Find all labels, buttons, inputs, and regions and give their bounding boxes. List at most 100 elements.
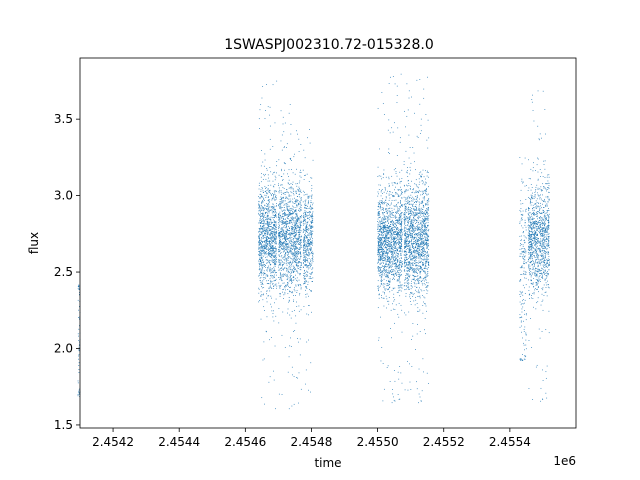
data-point	[397, 211, 398, 213]
data-point	[419, 255, 420, 257]
data-point	[263, 247, 265, 249]
data-point	[263, 262, 264, 264]
data-point	[282, 197, 284, 199]
data-point	[282, 202, 284, 204]
data-point	[278, 204, 280, 206]
data-point	[418, 228, 420, 230]
data-point	[388, 303, 390, 305]
data-point	[421, 252, 423, 254]
data-point	[388, 232, 390, 233]
data-point	[293, 271, 295, 273]
data-point	[258, 212, 260, 214]
data-point	[266, 301, 268, 303]
data-point	[266, 203, 268, 204]
data-point	[400, 200, 401, 201]
data-point	[395, 234, 397, 235]
data-point	[395, 186, 396, 188]
data-point	[274, 220, 275, 222]
data-point	[263, 244, 265, 246]
data-point	[286, 269, 288, 271]
data-point	[391, 241, 393, 243]
data-point	[388, 270, 390, 272]
data-point	[264, 186, 266, 187]
data-point	[298, 252, 299, 254]
data-point	[269, 167, 271, 168]
data-point	[388, 226, 390, 228]
data-point	[384, 201, 385, 203]
data-point	[401, 232, 403, 234]
data-point	[260, 281, 262, 283]
data-point	[398, 268, 399, 270]
data-point	[427, 251, 428, 253]
data-point	[288, 253, 289, 255]
data-point	[296, 217, 298, 219]
data-point	[288, 267, 290, 269]
data-point	[304, 175, 306, 176]
data-point	[303, 283, 304, 285]
data-point	[302, 266, 304, 268]
data-point	[420, 289, 422, 291]
data-point	[271, 242, 273, 243]
data-point	[266, 283, 268, 284]
data-point	[278, 242, 280, 244]
data-point	[305, 207, 307, 209]
data-point	[308, 244, 310, 246]
data-point	[307, 221, 309, 223]
data-point	[309, 129, 310, 130]
data-point	[290, 257, 291, 259]
data-point	[285, 223, 287, 225]
data-point	[412, 239, 414, 240]
data-point	[285, 233, 287, 234]
data-point	[380, 238, 382, 240]
data-point	[299, 236, 301, 238]
data-point	[289, 183, 291, 185]
data-point	[386, 242, 388, 243]
data-point	[269, 267, 271, 269]
data-point	[391, 251, 393, 253]
data-point	[386, 276, 388, 277]
data-point	[263, 175, 265, 177]
data-point	[305, 215, 307, 217]
data-point	[309, 276, 311, 278]
data-point	[382, 247, 384, 249]
data-point	[260, 205, 262, 207]
data-point	[391, 261, 393, 263]
data-point	[268, 230, 270, 232]
data-point	[379, 202, 380, 204]
data-point	[400, 201, 401, 203]
data-point	[287, 308, 289, 310]
data-point	[273, 236, 275, 238]
data-point	[303, 262, 305, 263]
data-point	[399, 171, 401, 173]
data-point	[425, 230, 427, 232]
data-point	[272, 233, 274, 235]
data-point	[286, 284, 288, 286]
data-point	[306, 215, 308, 217]
data-point	[263, 227, 265, 229]
data-point	[400, 257, 402, 259]
data-point	[278, 246, 280, 248]
data-point	[266, 316, 268, 318]
data-point	[400, 275, 402, 276]
data-point	[384, 251, 385, 253]
data-point	[310, 391, 311, 393]
data-point	[269, 234, 271, 236]
data-point	[291, 227, 292, 229]
data-point	[390, 221, 391, 222]
data-point	[282, 235, 283, 236]
data-point	[293, 253, 295, 255]
data-point	[259, 253, 261, 255]
data-point	[259, 214, 260, 216]
data-point	[271, 231, 273, 233]
data-point	[264, 223, 266, 225]
data-point	[272, 240, 274, 242]
data-point	[262, 214, 264, 215]
data-point	[387, 212, 389, 213]
data-point	[377, 202, 379, 204]
data-point	[389, 257, 391, 259]
data-point	[294, 226, 295, 228]
data-point	[391, 220, 393, 222]
data-point	[287, 245, 289, 247]
data-point	[377, 233, 379, 234]
data-point	[272, 229, 274, 231]
